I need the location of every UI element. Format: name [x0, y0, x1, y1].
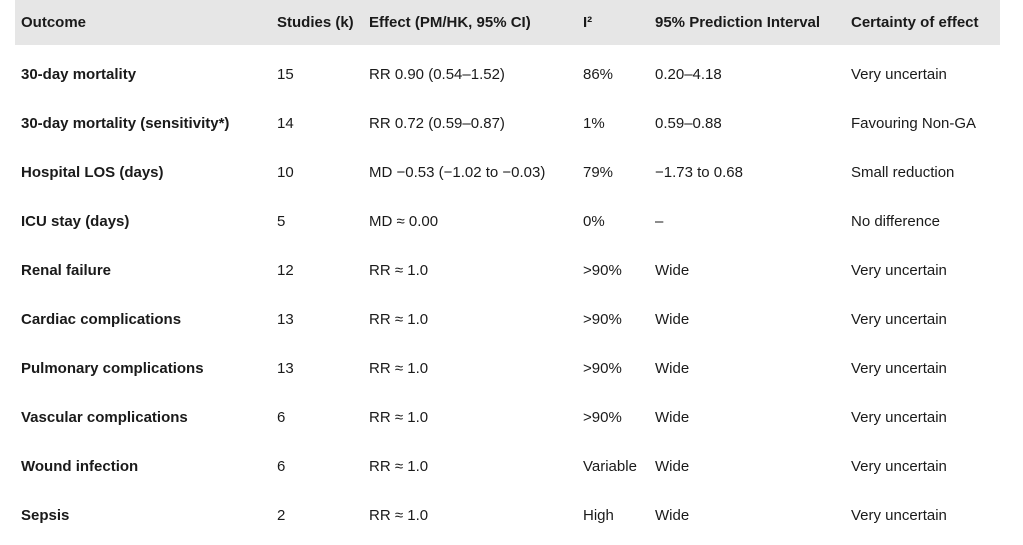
table-row: Renal failure 12 RR ≈ 1.0 >90% Wide Very…: [15, 246, 1000, 295]
effect-cell: RR ≈ 1.0: [369, 507, 429, 524]
outcome-cell: 30-day mortality: [21, 66, 137, 83]
certainty-cell: Very uncertain: [851, 409, 947, 426]
studies-cell: 13: [277, 360, 294, 377]
table-row: ICU stay (days) 5 MD ≈ 0.00 0% – No diff…: [15, 197, 1000, 246]
prediction-interval-cell: Wide: [655, 507, 690, 524]
table-header-row: Outcome Studies (k) Effect (PM/HK, 95% C…: [15, 0, 1000, 45]
certainty-cell: Very uncertain: [851, 66, 947, 83]
outcome-cell: Cardiac complications: [21, 311, 182, 328]
table-row: Hospital LOS (days) 10 MD −0.53 (−1.02 t…: [15, 148, 1000, 197]
certainty-cell: Small reduction: [851, 164, 955, 181]
prediction-interval-cell: Wide: [655, 360, 690, 377]
studies-cell: 6: [277, 458, 286, 475]
outcome-cell: Vascular complications: [21, 409, 188, 426]
i-squared-cell: >90%: [583, 262, 622, 279]
effect-cell: MD ≈ 0.00: [369, 213, 439, 230]
studies-cell: 10: [277, 164, 294, 181]
prediction-interval-cell: Wide: [655, 311, 690, 328]
table-row: Sepsis 2 RR ≈ 1.0 High Wide Very uncerta…: [15, 491, 1000, 540]
certainty-cell: Very uncertain: [851, 311, 947, 328]
prediction-interval-cell: 0.20–4.18: [655, 66, 722, 83]
outcome-cell: Wound infection: [21, 458, 139, 475]
prediction-interval-cell: Wide: [655, 458, 690, 475]
certainty-cell: Favouring Non-GA: [851, 115, 977, 132]
i-squared-cell: High: [583, 507, 614, 524]
effect-cell: RR ≈ 1.0: [369, 311, 429, 328]
studies-cell: 5: [277, 213, 286, 230]
table-row: Wound infection 6 RR ≈ 1.0 Variable Wide…: [15, 442, 1000, 491]
studies-cell: 6: [277, 409, 286, 426]
outcome-cell: Hospital LOS (days): [21, 164, 164, 181]
table-row: Vascular complications 6 RR ≈ 1.0 >90% W…: [15, 393, 1000, 442]
certainty-cell: Very uncertain: [851, 507, 947, 524]
header-prediction-interval: 95% Prediction Interval: [655, 14, 821, 31]
header-studies: Studies (k): [277, 14, 354, 31]
certainty-cell: Very uncertain: [851, 360, 947, 377]
header-certainty: Certainty of effect: [851, 14, 979, 31]
effect-cell: RR ≈ 1.0: [369, 360, 429, 377]
prediction-interval-cell: Wide: [655, 262, 690, 279]
table-row: 30-day mortality 15 RR 0.90 (0.54–1.52) …: [15, 50, 1000, 99]
i-squared-cell: 86%: [583, 66, 614, 83]
studies-cell: 2: [277, 507, 286, 524]
outcomes-table: Outcome Studies (k) Effect (PM/HK, 95% C…: [15, 0, 1000, 540]
header-i-squared: I²: [583, 14, 593, 31]
studies-cell: 14: [277, 115, 294, 132]
i-squared-cell: 0%: [583, 213, 605, 230]
prediction-interval-cell: Wide: [655, 409, 690, 426]
table-row: Pulmonary complications 13 RR ≈ 1.0 >90%…: [15, 344, 1000, 393]
i-squared-cell: >90%: [583, 360, 622, 377]
prediction-interval-cell: 0.59–0.88: [655, 115, 722, 132]
effect-cell: RR ≈ 1.0: [369, 458, 429, 475]
table-row: 30-day mortality (sensitivity*) 14 RR 0.…: [15, 99, 1000, 148]
certainty-cell: Very uncertain: [851, 262, 947, 279]
studies-cell: 13: [277, 311, 294, 328]
outcome-cell: ICU stay (days): [21, 213, 130, 230]
effect-cell: RR 0.72 (0.59–0.87): [369, 115, 505, 132]
i-squared-cell: 79%: [583, 164, 614, 181]
prediction-interval-cell: −1.73 to 0.68: [655, 164, 743, 181]
outcome-cell: Renal failure: [21, 262, 112, 279]
effect-cell: RR ≈ 1.0: [369, 262, 429, 279]
certainty-cell: No difference: [851, 213, 940, 230]
i-squared-cell: >90%: [583, 311, 622, 328]
studies-cell: 15: [277, 66, 294, 83]
effect-cell: MD −0.53 (−1.02 to −0.03): [369, 164, 546, 181]
header-outcome: Outcome: [21, 14, 87, 31]
outcome-cell: Pulmonary complications: [21, 360, 204, 377]
i-squared-cell: Variable: [583, 458, 637, 475]
prediction-interval-cell: –: [655, 213, 664, 230]
effect-cell: RR 0.90 (0.54–1.52): [369, 66, 505, 83]
i-squared-cell: 1%: [583, 115, 605, 132]
i-squared-cell: >90%: [583, 409, 622, 426]
table-row: Cardiac complications 13 RR ≈ 1.0 >90% W…: [15, 295, 1000, 344]
certainty-cell: Very uncertain: [851, 458, 947, 475]
effect-cell: RR ≈ 1.0: [369, 409, 429, 426]
outcome-cell: Sepsis: [21, 507, 70, 524]
outcome-cell: 30-day mortality (sensitivity*): [21, 115, 230, 132]
studies-cell: 12: [277, 262, 294, 279]
header-effect: Effect (PM/HK, 95% CI): [369, 14, 531, 31]
